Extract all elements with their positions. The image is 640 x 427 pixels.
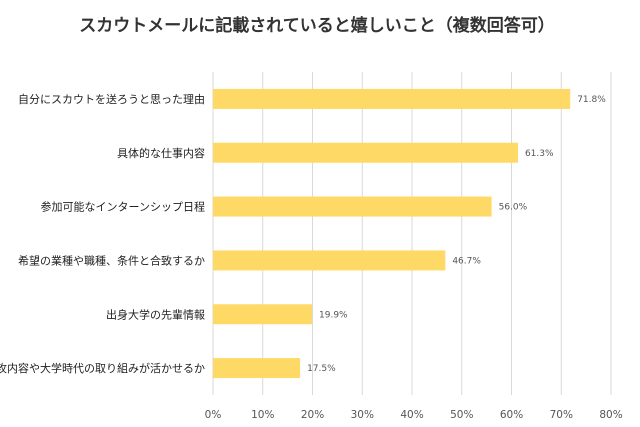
x-tick-label: 70% [550, 409, 573, 421]
data-label: 17.5% [307, 364, 336, 374]
grid-layer [212, 72, 612, 395]
category-labels: 自分にスカウトを送ろうと思った理由具体的な仕事内容参加可能なインターンシップ日程… [0, 92, 205, 375]
x-axis-ticks: 0% 10% 20% 30% 40% 50% 60% 70% 80% [205, 409, 623, 421]
category-label: 自分にスカウトを送ろうと思った理由 [18, 92, 205, 106]
data-label: 56.0% [499, 203, 528, 213]
bar-layer [213, 88, 571, 379]
category-label: 参加可能なインターンシップ日程 [41, 200, 205, 214]
data-label: 19.9% [319, 310, 348, 320]
category-label: 希望の業種や職種、条件と合致するか [18, 253, 205, 267]
bar [213, 358, 301, 379]
x-tick-label: 0% [205, 409, 222, 421]
data-label: 61.3% [525, 149, 554, 159]
category-label: 具体的な仕事内容 [117, 146, 205, 160]
x-tick-label: 50% [450, 409, 473, 421]
x-tick-label: 30% [351, 409, 374, 421]
data-label: 46.7% [452, 256, 481, 266]
x-tick-label: 40% [400, 409, 423, 421]
category-label: 専攻内容や大学時代の取り組みが活かせるか [0, 361, 205, 375]
x-tick-label: 20% [301, 409, 324, 421]
bar [213, 196, 492, 217]
bar [213, 88, 571, 109]
x-tick-label: 80% [599, 409, 622, 421]
x-tick-label: 60% [500, 409, 523, 421]
data-label: 71.8% [577, 95, 606, 105]
bar [213, 304, 313, 325]
bar [213, 142, 518, 163]
value-labels: 71.8% 61.3% 56.0% 46.7% 19.9% 17.5% [307, 95, 606, 374]
category-label: 出身大学の先輩情報 [106, 307, 205, 321]
x-tick-label: 10% [251, 409, 274, 421]
chart-title: スカウトメールに記載されていると嬉しいこと（複数回答可） [79, 15, 555, 36]
bar [213, 250, 446, 271]
